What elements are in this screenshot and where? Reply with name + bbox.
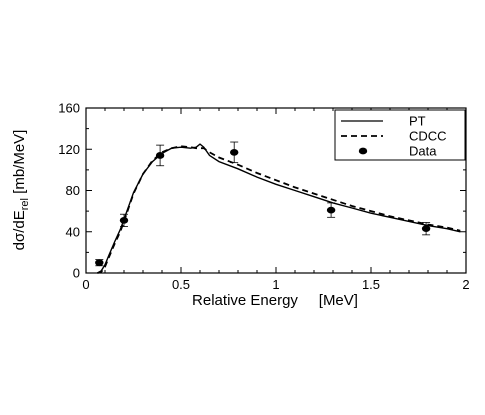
y-tick-label: 120	[58, 142, 80, 157]
x-tick-label: 0.5	[172, 277, 190, 292]
y-axis-title: dσ/dErel [mb/MeV]	[11, 130, 31, 251]
data-point	[95, 259, 104, 267]
y-tick-label: 80	[66, 183, 80, 198]
y-tick-label: 40	[66, 224, 80, 239]
legend-pt-label: PT	[409, 114, 426, 129]
x-axis-title: Relative Energy [MeV]	[192, 292, 358, 309]
data-point	[155, 152, 165, 159]
x-tick-label: 0	[82, 277, 89, 292]
x-tick-label: 1.5	[362, 277, 380, 292]
y-axis-title-unit: [mb/MeV]	[11, 130, 28, 198]
data-point	[230, 148, 239, 156]
cdcc-line	[97, 145, 461, 274]
legend-data-marker	[358, 147, 368, 155]
y-tick-label: 160	[58, 101, 80, 116]
y-tick-label: 0	[73, 266, 80, 281]
legend-cdcc-label: CDCC	[409, 129, 447, 144]
x-tick-label: 1	[272, 277, 279, 292]
legend-data-label: Data	[409, 144, 437, 159]
data-point	[119, 217, 129, 224]
legend-box	[334, 109, 466, 161]
y-axis-title-sub: rel	[19, 198, 31, 210]
pt-line	[97, 143, 461, 274]
svg-text:dσ/dErel [mb/MeV]: dσ/dErel [mb/MeV]	[11, 130, 31, 251]
x-tick-label: 2	[462, 277, 469, 292]
data-point	[326, 206, 336, 214]
y-axis-title-main: dσ/dE	[11, 210, 28, 250]
data-point	[421, 225, 431, 233]
